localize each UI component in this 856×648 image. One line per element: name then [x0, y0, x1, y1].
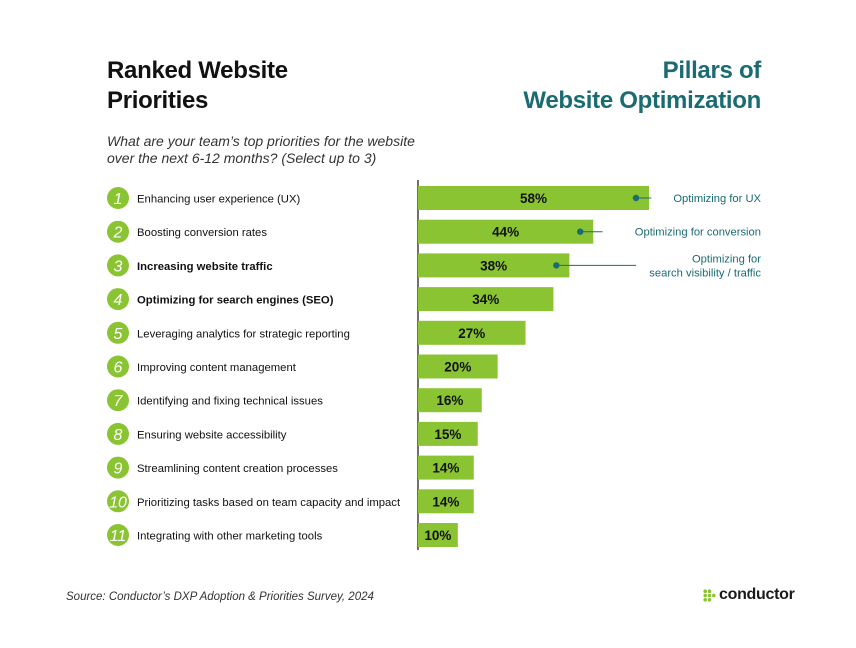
- category-label-11: Integrating with other marketing tools: [137, 531, 323, 543]
- rank-circle-7: [107, 389, 129, 412]
- category-label-3: Increasing website traffic: [137, 261, 273, 273]
- category-label-9: Streamlining content creation processes: [137, 463, 338, 475]
- rank-number-10: 10: [109, 494, 127, 511]
- rank-circle-10: [107, 490, 129, 513]
- conductor-logo-icon: [703, 588, 716, 602]
- annotation-dot-2: [577, 228, 584, 235]
- source-note: Source: Conductor’s DXP Adoption & Prior…: [66, 591, 374, 603]
- rank-circle-1: [107, 187, 129, 209]
- category-label-7: Identifying and fixing technical issues: [137, 396, 323, 408]
- bar-value-label-7: 16%: [436, 393, 463, 408]
- rank-number-2: 2: [113, 225, 123, 242]
- category-label-10: Prioritizing tasks based on team capacit…: [137, 497, 401, 509]
- rank-number-4: 4: [114, 292, 123, 309]
- bar-11: [418, 523, 458, 547]
- survey-question-line-2: over the next 6-12 months? (Select up to…: [107, 150, 377, 166]
- rank-circle-3: [107, 254, 129, 277]
- annotation-label-3-line-2: search visibility / traffic: [649, 267, 761, 279]
- bar-4: [418, 287, 554, 312]
- rank-number-11: 11: [110, 528, 127, 545]
- bar-1: [418, 186, 649, 210]
- annotation-label-3-line-1: Optimizing for: [692, 253, 761, 265]
- annotation-dot-1: [632, 194, 640, 202]
- category-label-4: Optimizing for search engines (SEO): [137, 295, 334, 307]
- survey-question: What are your team’s top priorities for …: [107, 133, 437, 167]
- rank-number-9: 9: [114, 461, 123, 478]
- rank-number-8: 8: [114, 427, 123, 444]
- bar-5: [418, 320, 526, 345]
- pillars-title-line-2: Website Optimization: [523, 87, 761, 114]
- bar-9: [418, 455, 474, 480]
- rank-number-3: 3: [114, 258, 123, 275]
- annotation-dot-3: [553, 262, 560, 269]
- rank-number-5: 5: [114, 326, 123, 343]
- bar-10: [418, 489, 474, 514]
- rank-circle-9: [107, 456, 129, 479]
- rank-circle-8: [107, 422, 129, 445]
- survey-question-line-1: What are your team’s top priorities for …: [107, 133, 415, 149]
- bar-value-label-11: 10%: [424, 528, 451, 543]
- bar-value-label-4: 34%: [472, 292, 499, 307]
- rank-circle-11: [107, 524, 129, 546]
- rank-circle-2: [107, 220, 129, 243]
- bar-value-label-6: 20%: [444, 360, 471, 375]
- annotation-label-2-line-1: Optimizing for conversion: [635, 227, 761, 239]
- title-line-2: Priorities: [107, 87, 209, 114]
- bar-value-label-9: 14%: [432, 461, 459, 476]
- category-label-1: Enhancing user experience (UX): [137, 194, 301, 206]
- bar-2: [418, 219, 594, 244]
- page-title: Ranked Website Priorities: [107, 56, 367, 116]
- category-label-8: Ensuring website accessibility: [137, 429, 287, 441]
- pillars-title: Pillars of Website Optimization: [441, 56, 761, 116]
- category-label-6: Improving content management: [137, 362, 297, 374]
- rank-number-1: 1: [114, 191, 123, 208]
- annotation-label-1-line-1: Optimizing for UX: [673, 193, 761, 205]
- rank-circle-6: [107, 355, 129, 378]
- rank-circle-5: [107, 321, 129, 344]
- rank-number-7: 7: [114, 393, 124, 410]
- bar-value-label-3: 38%: [480, 258, 507, 273]
- pillars-title-line-1: Pillars of: [662, 57, 762, 84]
- category-label-2: Boosting conversion rates: [137, 227, 267, 239]
- title-line-1: Ranked Website: [107, 57, 288, 84]
- bar-3: [418, 253, 570, 278]
- bar-value-label-8: 15%: [434, 427, 461, 442]
- bar-value-label-5: 27%: [458, 326, 485, 341]
- rank-number-6: 6: [114, 360, 123, 377]
- conductor-logo: conductor: [703, 586, 795, 604]
- category-label-5: Leveraging analytics for strategic repor…: [137, 328, 350, 340]
- conductor-logo-text: conductor: [719, 586, 795, 603]
- rank-circle-4: [107, 288, 129, 311]
- bar-value-label-1: 58%: [520, 191, 547, 206]
- bar-7: [418, 388, 482, 413]
- bar-8: [418, 421, 478, 446]
- bar-6: [418, 354, 498, 379]
- bar-value-label-10: 14%: [432, 494, 459, 509]
- bar-value-label-2: 44%: [492, 225, 519, 240]
